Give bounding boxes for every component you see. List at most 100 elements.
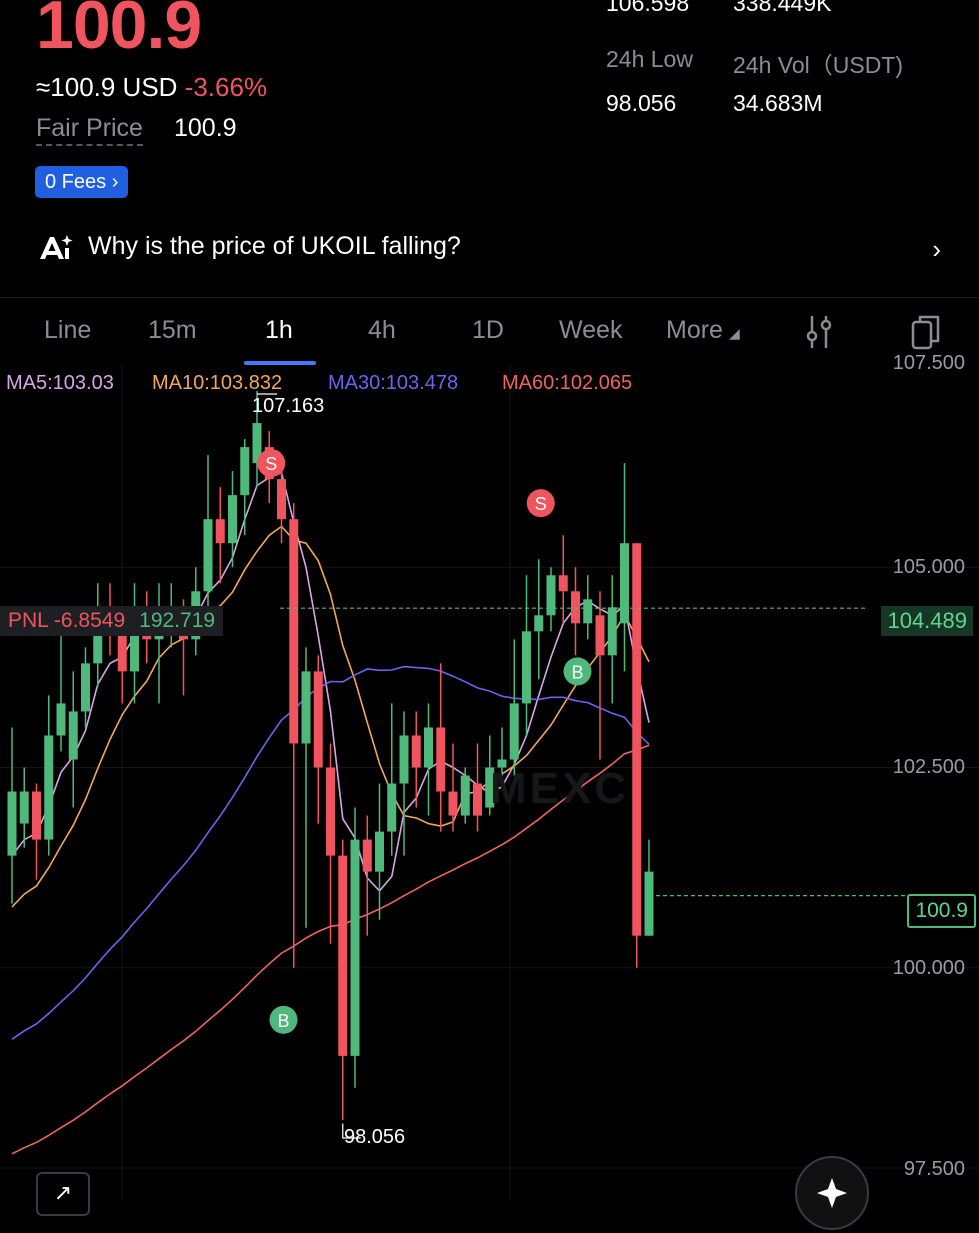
candle-body [68,711,78,760]
candle-body [215,519,225,544]
floating-action-button[interactable] [795,1156,869,1230]
marker-label: B [571,662,583,682]
candle-body [460,775,470,816]
candle-body [497,759,507,768]
candle-body [203,519,213,592]
copy-icon[interactable] [909,312,943,352]
candle-body [387,783,397,832]
ai-sparkle-icon [40,235,73,260]
high-marker-label: 107.163 [252,395,325,417]
price-tick: 97.500 [903,1158,965,1180]
candle-body [362,839,372,872]
price-tick: 105.000 [892,556,965,578]
ma10-line [11,525,650,908]
ai-insight-row[interactable]: Why is the price of UKOIL falling? [38,232,461,262]
24h-low-value: 98.056 [606,90,677,116]
ma30-legend: MA30:103.478 [328,372,459,394]
candle-body [399,735,409,784]
candle-body [44,735,54,840]
candle-body [240,447,250,496]
sell-marker [257,449,286,478]
candle-body [326,767,335,856]
candle-body [411,735,421,768]
tab-more-label: More [666,316,723,344]
candle-body [583,599,593,624]
24h-low-label: 24h Low [606,46,693,72]
sell-marker [526,489,555,518]
tab-1d[interactable]: 1D [472,316,504,344]
24h-vol-value: 34.683M [733,90,823,116]
candle-body [595,615,605,656]
section-divider [0,297,979,298]
tab-4h[interactable]: 4h [368,316,396,344]
sparkle-icon [817,1178,847,1208]
last-price: 100.9 [36,0,202,63]
price-tick: 100.000 [892,957,965,979]
candle-body [571,591,580,624]
pnl-amount: PNL -6.8549 [8,609,126,632]
price-tick: 102.500 [892,756,965,778]
ma5-legend: MA5:103.03 [6,372,114,394]
ma10-legend: MA10:103.832 [152,372,283,394]
pnl-label[interactable]: PNL -6.8549 192.719 [0,606,224,636]
indicator-settings-icon[interactable] [803,314,835,350]
tab-1h[interactable]: 1h [265,316,293,344]
usd-equivalent: ≈100.9 USD -3.66% [36,72,267,103]
candle-body [375,831,384,872]
candle-body [117,631,127,672]
expand-chart-button[interactable]: ↗ [36,1172,90,1216]
buy-marker [269,1005,298,1034]
24h-high-value: 106.598 [606,0,690,16]
usd-price: ≈100.9 USD [36,72,178,102]
candle-body [252,423,262,464]
candle-body [130,607,139,672]
last-price-tag: 100.9 [907,894,976,928]
candle-body [436,727,446,792]
candle-body [558,575,568,592]
candle-body [424,727,433,768]
tab-week[interactable]: Week [559,316,623,344]
fair-price-label[interactable]: Fair Price [36,114,143,146]
candle-body [7,791,17,856]
candle-body [313,671,323,768]
candle-body [81,663,90,712]
fair-price-value: 100.9 [174,114,237,142]
candle-body [338,855,348,1056]
candle-body [228,495,237,544]
pnl-position: 192.719 [139,609,216,632]
low-pointer [342,1123,361,1139]
tab-line[interactable]: Line [44,316,92,344]
24h-vol-label: 24h Vol（USDT) [733,52,904,78]
candle-body [509,703,519,760]
marker-label: S [265,454,277,474]
candle-body [607,607,617,656]
candle-body [350,839,360,1056]
candle-body [277,479,286,520]
watermark: MEXC [490,764,630,813]
24h-turnover-value: 338.449K [733,0,832,16]
candle-body [448,791,458,816]
price-tick-top: 107.500 [892,352,965,374]
chevron-right-icon[interactable]: › [932,234,941,264]
candle-body [620,543,629,624]
candle-body [632,543,642,936]
low-marker-label: 98.056 [344,1126,406,1148]
ai-insight-text: Why is the price of UKOIL falling? [88,232,461,260]
caret-icon: ◢ [728,325,740,341]
candle-body [522,631,531,704]
candle-body [644,871,654,936]
marker-label: S [535,494,547,514]
active-tab-indicator [244,361,316,365]
ma60-legend: MA60:102.065 [502,372,633,394]
candle-body [56,703,66,736]
candle-body [301,671,311,744]
candle-body [534,615,544,632]
tab-more[interactable]: More ◢ [666,316,740,345]
buy-marker [563,657,592,686]
tab-15m[interactable]: 15m [148,316,197,344]
price-change: -3.66% [184,72,268,102]
candle-body [546,575,556,616]
candle-body [473,783,482,816]
position-price-tag: 104.489 [881,606,973,636]
fees-badge[interactable]: 0 Fees › [35,166,129,198]
